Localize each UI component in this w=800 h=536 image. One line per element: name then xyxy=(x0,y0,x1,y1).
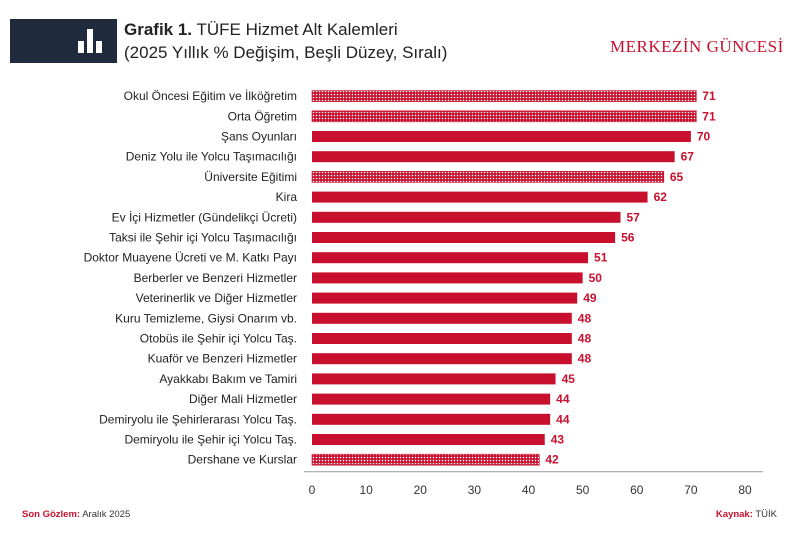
category-label: Şans Oyunları xyxy=(221,130,297,144)
logo xyxy=(10,19,117,63)
x-tick-label: 80 xyxy=(738,483,752,497)
bar xyxy=(312,232,616,243)
last-observation: Son Gözlem: Aralık 2025 xyxy=(22,509,130,520)
x-tick-label: 30 xyxy=(468,483,482,497)
value-label: 51 xyxy=(594,251,608,265)
bar xyxy=(312,211,621,223)
source: Kaynak: TÜİK xyxy=(716,509,777,520)
value-label: 71 xyxy=(702,109,716,123)
bar-chart-icon xyxy=(78,29,102,53)
last-observation-label: Son Gözlem: xyxy=(22,509,81,520)
category-label: Diğer Mali Hizmetler xyxy=(189,392,297,406)
category-label: Kuaför ve Benzeri Hizmetler xyxy=(148,352,297,366)
category-label: Orta Öğretim xyxy=(228,109,297,123)
source-value: TÜİK xyxy=(755,509,777,520)
value-label: 42 xyxy=(545,453,559,467)
category-label: Demiryolu ile Şehirlerarası Yolcu Taş. xyxy=(99,412,297,426)
bar xyxy=(312,151,675,163)
category-label: Veterinerlik ve Diğer Hizmetler xyxy=(136,291,297,305)
bar xyxy=(311,453,540,466)
value-label: 45 xyxy=(562,372,576,386)
x-tick-label: 20 xyxy=(414,483,428,497)
category-label: Demiryolu ile Şehir içi Yolcu Taş. xyxy=(124,433,297,447)
category-label: Doktor Muayene Ücreti ve M. Katkı Payı xyxy=(84,251,297,265)
value-label: 49 xyxy=(583,291,597,305)
x-tick-label: 60 xyxy=(630,483,644,497)
category-label: Ayakkabı Bakım ve Tamiri xyxy=(159,372,297,386)
bar xyxy=(312,312,572,324)
last-observation-value: Aralık 2025 xyxy=(82,509,131,520)
category-label: Ev İçi Hizmetler (Gündelikçi Ücreti) xyxy=(112,210,297,224)
bar xyxy=(311,171,665,183)
bar xyxy=(312,191,648,203)
bar xyxy=(312,272,583,284)
bar xyxy=(312,131,691,142)
value-label: 48 xyxy=(578,332,592,346)
x-tick-label: 40 xyxy=(522,483,536,497)
value-label: 44 xyxy=(556,412,570,426)
value-label: 48 xyxy=(578,311,592,325)
bar xyxy=(311,110,697,123)
bar xyxy=(312,393,551,405)
value-label: 56 xyxy=(621,231,635,245)
bar xyxy=(312,434,545,445)
value-label: 62 xyxy=(654,190,668,204)
category-label: Dershane ve Kurslar xyxy=(188,453,297,467)
value-label: 65 xyxy=(670,170,684,184)
value-label: 48 xyxy=(578,352,592,366)
category-label: Otobüs ile Şehir içi Yolcu Taş. xyxy=(140,332,297,346)
bar xyxy=(312,373,556,385)
category-label: Kuru Temizleme, Giysi Onarım vb. xyxy=(115,311,297,325)
category-label: Üniversite Eğitimi xyxy=(204,170,297,184)
bar xyxy=(312,413,551,425)
value-label: 43 xyxy=(551,433,565,447)
x-tick-label: 0 xyxy=(309,483,316,497)
bar xyxy=(311,90,697,102)
x-tick-label: 50 xyxy=(576,483,590,497)
chart-title: Grafik 1. TÜFE Hizmet Alt Kalemleri (202… xyxy=(124,18,447,64)
bar xyxy=(312,292,578,304)
value-label: 57 xyxy=(627,210,641,224)
title-bold: Grafik 1. xyxy=(124,20,193,39)
x-tick-label: 10 xyxy=(359,483,373,497)
source-label: Kaynak: xyxy=(715,509,753,520)
category-label: Okul Öncesi Eğitim ve İlköğretim xyxy=(124,89,297,103)
bar xyxy=(312,353,572,365)
chart-subtitle: (2025 Yıllık % Değişim, Beşli Düzey, Sır… xyxy=(124,43,448,62)
bar xyxy=(312,252,589,264)
value-label: 67 xyxy=(681,150,695,164)
category-label: Berberler ve Benzeri Hizmetler xyxy=(134,271,297,285)
value-label: 71 xyxy=(702,89,716,103)
brand-logo: MERKEZİN GÜNCESİ xyxy=(610,37,784,56)
value-label: 44 xyxy=(556,392,570,406)
title-text: TÜFE Hizmet Alt Kalemleri xyxy=(196,20,398,39)
bar xyxy=(312,333,572,344)
category-label: Taksi ile Şehir içi Yolcu Taşımacılığı xyxy=(109,231,297,245)
category-label: Kira xyxy=(276,190,298,204)
category-label: Deniz Yolu ile Yolcu Taşımacılığı xyxy=(126,150,297,164)
value-label: 50 xyxy=(589,271,603,285)
value-label: 70 xyxy=(697,130,711,144)
x-tick-label: 70 xyxy=(684,483,698,497)
